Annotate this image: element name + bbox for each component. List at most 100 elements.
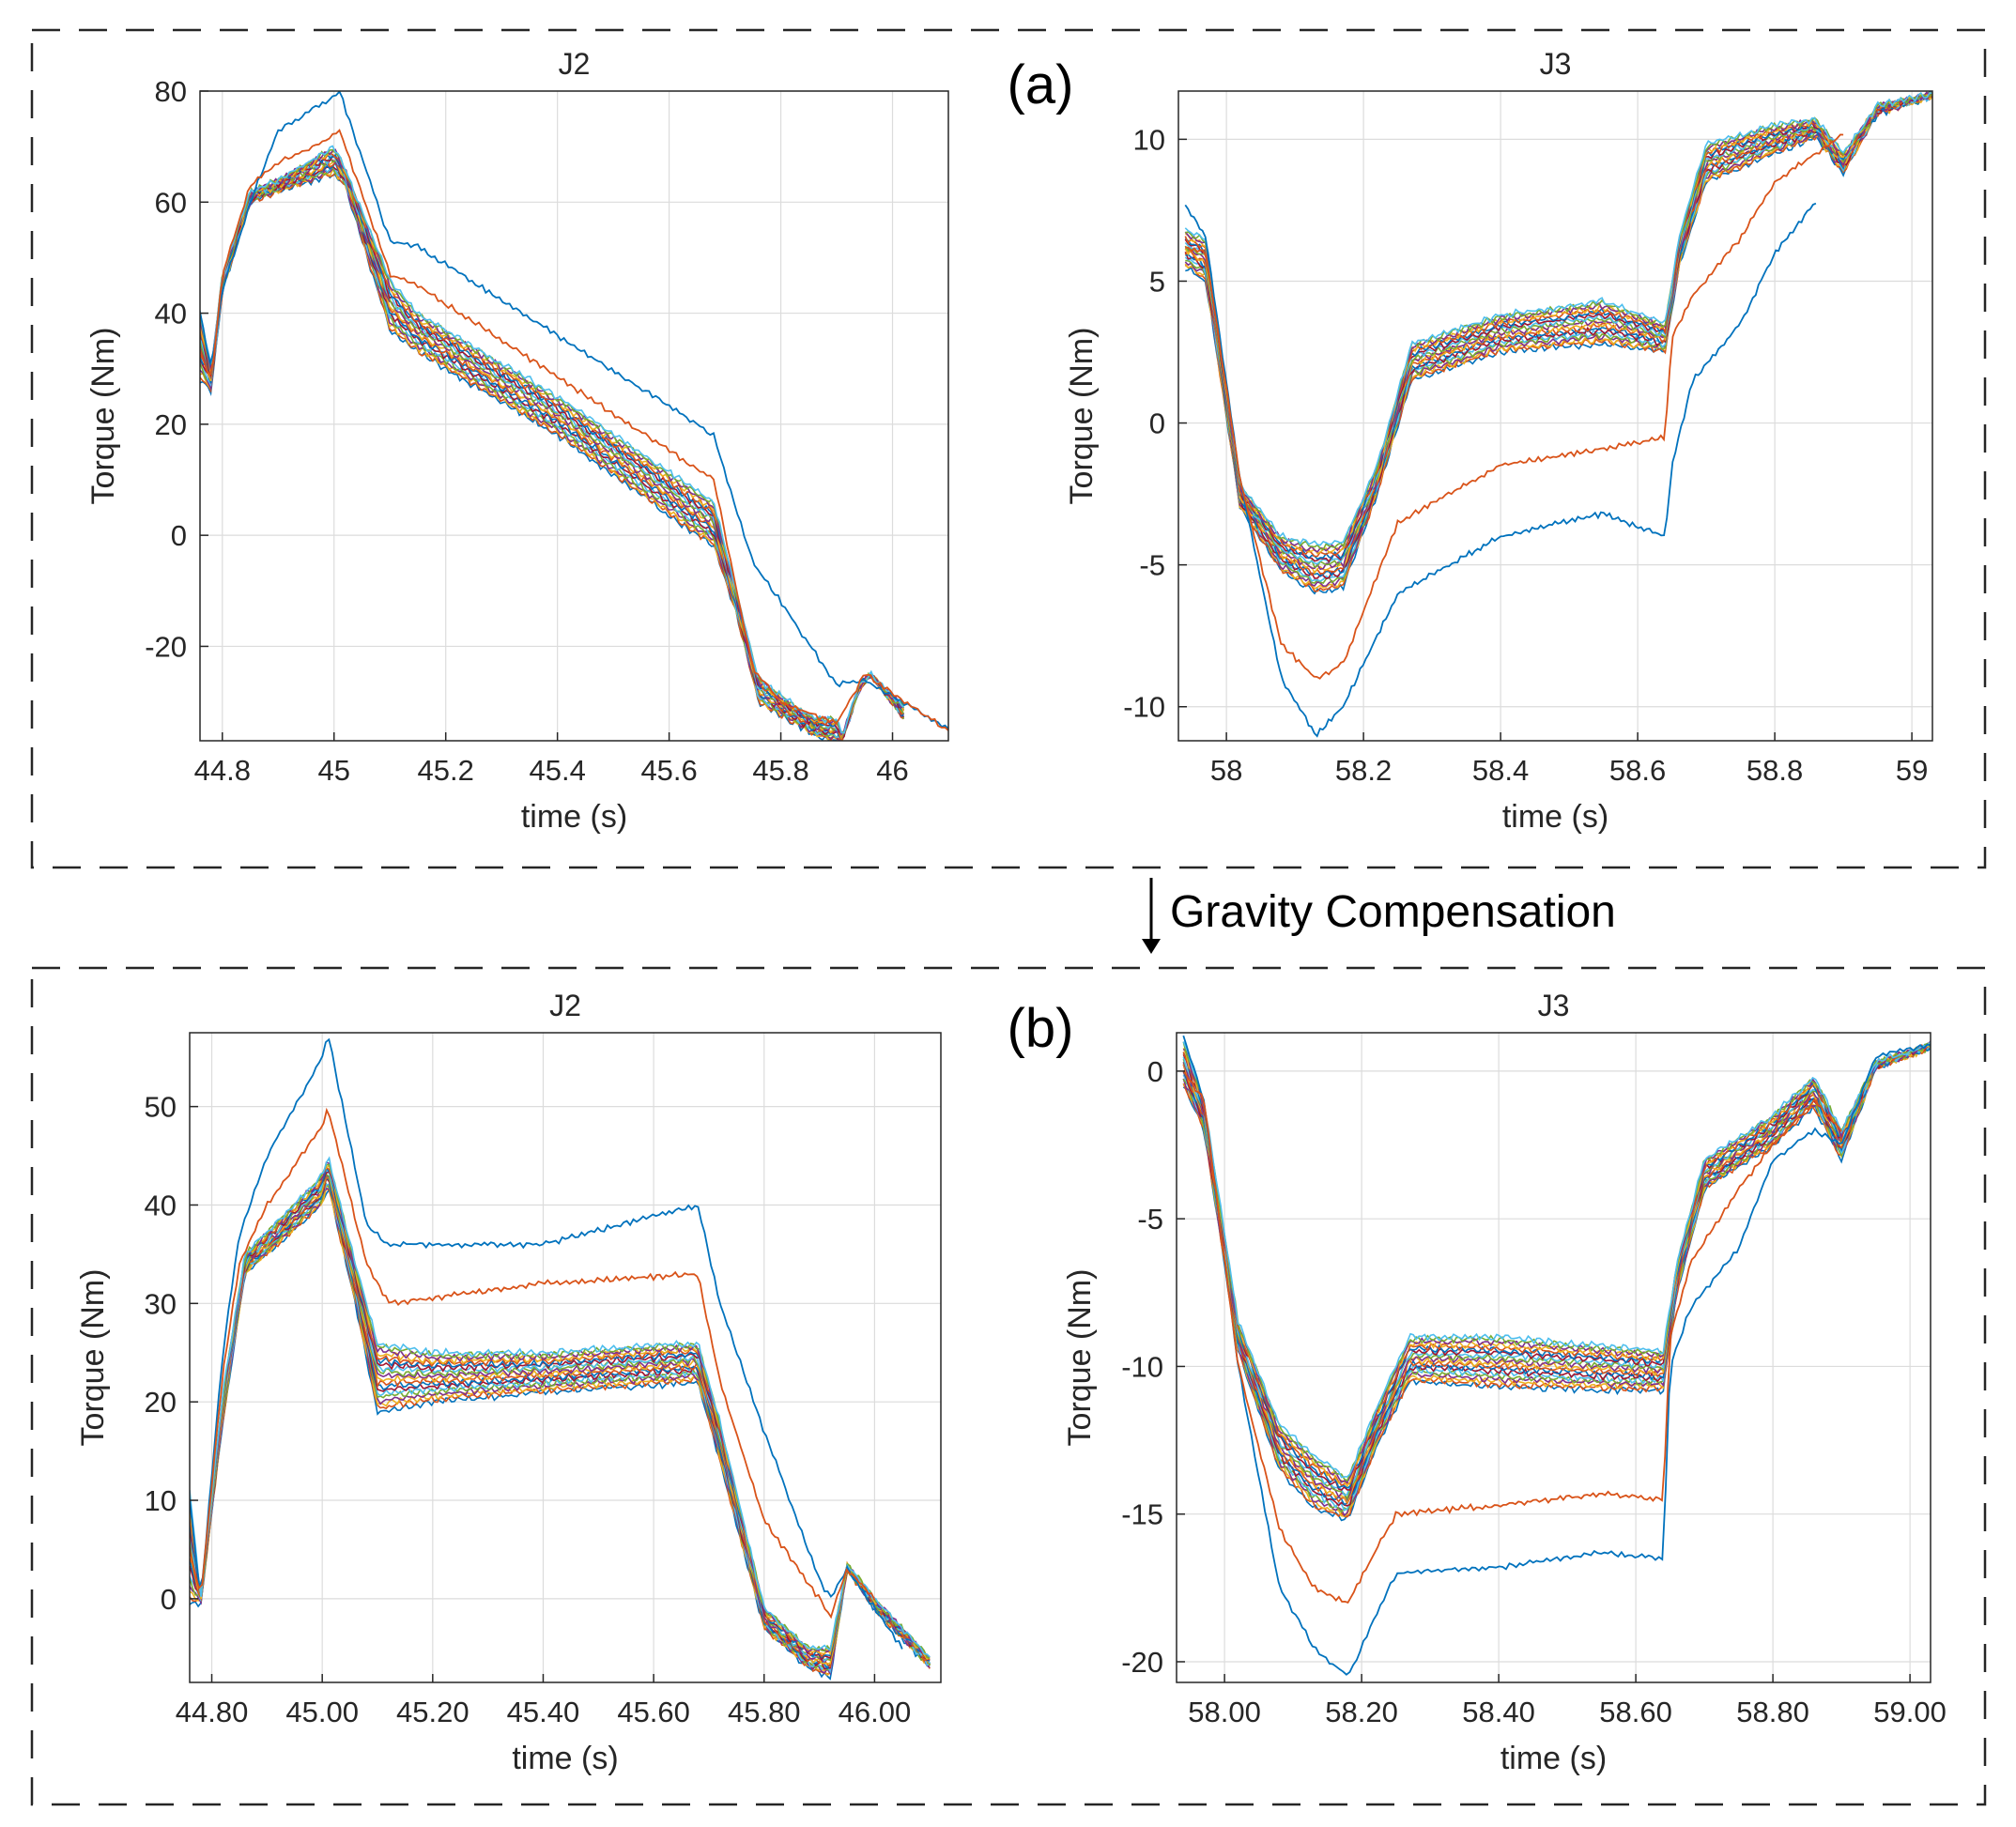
trial-series-line — [1184, 92, 1932, 569]
trial-series-line — [1184, 91, 1932, 546]
panel-label-b: (b) — [1008, 998, 1074, 1059]
trial-series-line — [1182, 1043, 1931, 1507]
x-axis-label: time (s) — [521, 799, 627, 835]
trial-series-line — [1184, 95, 1932, 588]
down-arrow-icon — [1142, 878, 1161, 954]
x-tick-label: 58.60 — [1599, 1696, 1672, 1728]
trial-series-line — [1182, 1045, 1931, 1501]
trial-series-line — [1184, 94, 1932, 582]
x-tick-label: 58.20 — [1325, 1696, 1398, 1728]
x-tick-label: 59.00 — [1873, 1696, 1947, 1728]
outlier-series-line — [1185, 133, 1844, 680]
x-tick-label: 44.80 — [176, 1696, 249, 1728]
x-tick-label: 45.4 — [529, 754, 585, 787]
gravity-compensation-label: Gravity Compensation — [1170, 887, 1616, 937]
x-tick-label: 45.6 — [640, 754, 697, 787]
axes-box — [1177, 90, 1933, 742]
trial-series-line — [200, 155, 905, 739]
x-tick-label: 58.2 — [1335, 754, 1392, 787]
outlier-series-line — [200, 91, 948, 729]
chart-b-j3: 58.00 58.20 58.40 58.60 58.80 59.00 0 -5 -10 -15 -… — [1062, 989, 1947, 1776]
x-tick-label: 45.8 — [752, 754, 808, 787]
trial-series-line — [190, 1174, 931, 1666]
y-tick-label: 60 — [155, 186, 187, 219]
y-tick-label: 40 — [145, 1189, 177, 1221]
chart-b-j2: 44.80 45.00 45.20 45.40 45.60 45.80 46.00 50 40 3… — [75, 989, 942, 1776]
outlier-series-line — [190, 1037, 903, 1650]
trial-series-line — [200, 164, 904, 738]
y-tick-label: 0 — [161, 1583, 177, 1616]
y-axis-label: Torque (Nm) — [1064, 328, 1100, 505]
y-tick-label: 30 — [145, 1287, 177, 1320]
trial-series-line — [190, 1170, 931, 1664]
x-tick-label: 45.40 — [507, 1696, 580, 1728]
y-tick-label: 0 — [1147, 1055, 1163, 1088]
chart-title: J2 — [549, 989, 581, 1022]
panel-b-frame — [30, 966, 1987, 1806]
y-tick-label: -5 — [1139, 549, 1165, 582]
x-axis-label: time (s) — [512, 1741, 618, 1776]
y-tick-label: 20 — [145, 1386, 177, 1419]
y-tick-label: 40 — [155, 298, 187, 330]
trial-series-line — [190, 1188, 931, 1676]
trial-series-line — [200, 168, 904, 741]
x-tick-label: 59 — [1896, 754, 1928, 787]
trial-series-line — [190, 1173, 931, 1666]
trial-series-line — [1182, 1045, 1931, 1488]
trial-series-line — [1184, 92, 1932, 555]
x-tick-label: 58 — [1210, 754, 1242, 787]
y-tick-label: 10 — [145, 1484, 177, 1517]
x-tick-label: 58.00 — [1188, 1696, 1261, 1728]
trial-series-line — [1184, 94, 1932, 565]
y-tick-label: -15 — [1121, 1498, 1163, 1531]
x-tick-label: 58.80 — [1736, 1696, 1809, 1728]
trial-series-line — [1182, 1041, 1931, 1492]
trial-series-line — [200, 159, 905, 735]
trial-series-line — [200, 145, 904, 734]
x-tick-label: 46.00 — [839, 1696, 912, 1728]
outlier-series-line — [1182, 1035, 1931, 1676]
x-tick-label: 58.8 — [1747, 754, 1803, 787]
y-tick-label: 50 — [145, 1091, 177, 1124]
trial-series-line — [1184, 94, 1932, 575]
x-tick-label: 45.20 — [396, 1696, 469, 1728]
x-tick-label: 45 — [318, 754, 350, 787]
y-tick-label: 80 — [155, 75, 187, 108]
outlier-series-line — [1182, 1069, 1842, 1604]
y-tick-label: -20 — [145, 630, 187, 663]
trial-series-line — [1182, 1041, 1931, 1479]
trial-series-line — [1182, 1048, 1931, 1506]
outlier-series-line — [200, 129, 948, 731]
trial-series-line — [190, 1183, 931, 1677]
trial-series-line — [200, 159, 905, 740]
outlier-series-line — [1184, 202, 1817, 738]
x-tick-label: 45.60 — [617, 1696, 690, 1728]
trial-series-line — [200, 150, 905, 738]
trial-series-line — [190, 1176, 931, 1668]
trial-series-line — [1184, 91, 1932, 553]
trial-series-line — [200, 167, 904, 741]
x-axis-label: time (s) — [1502, 799, 1608, 835]
outlier-series-line — [190, 1107, 876, 1620]
trial-series-line — [200, 161, 904, 741]
y-tick-label: -20 — [1121, 1646, 1163, 1679]
y-axis-label: Torque (Nm) — [85, 328, 121, 505]
y-tick-label: 0 — [171, 519, 187, 552]
y-tick-label: -10 — [1121, 1350, 1163, 1383]
trial-series-line — [1184, 91, 1932, 563]
trial-series-line — [190, 1188, 931, 1681]
y-axis-label: Torque (Nm) — [75, 1269, 111, 1447]
trial-series-line — [190, 1163, 931, 1660]
y-tick-label: 5 — [1149, 265, 1165, 298]
y-tick-label: 20 — [155, 408, 187, 441]
chart-a-j3: 58 58.2 58.4 58.6 58.8 59 10 5 0 -5 -10 J3 time (s… — [1064, 47, 1933, 835]
trial-series-line — [190, 1171, 931, 1662]
trial-series-line — [1184, 92, 1932, 576]
x-tick-label: 58.4 — [1472, 754, 1529, 787]
trial-series-line — [190, 1164, 931, 1661]
trial-series-line — [1182, 1045, 1931, 1518]
trial-series-line — [200, 155, 904, 738]
x-tick-label: 44.8 — [194, 754, 251, 787]
trial-series-line — [1182, 1044, 1931, 1504]
